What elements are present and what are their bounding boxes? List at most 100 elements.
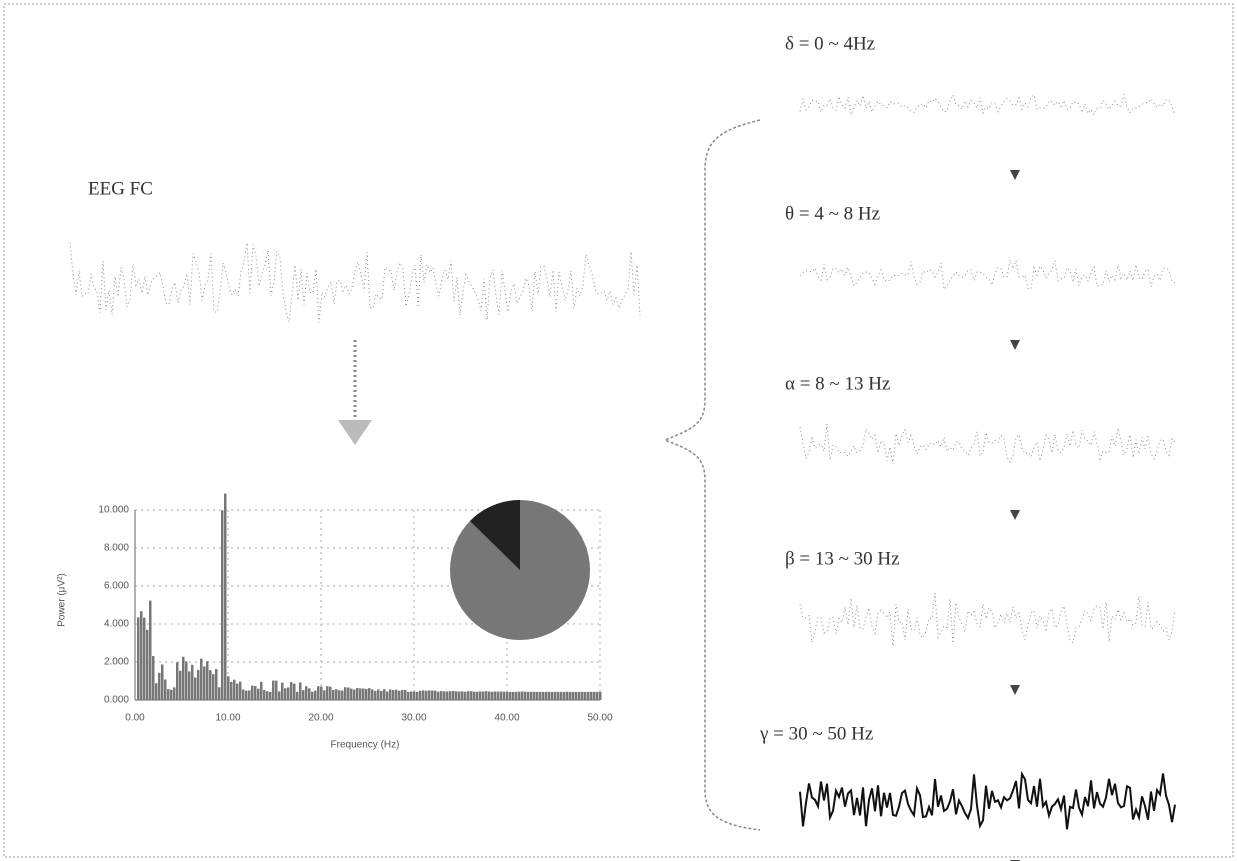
spectrum-bar	[233, 680, 236, 700]
band-label: β = 13 ~ 30 Hz	[785, 548, 900, 569]
spectrum-bar	[578, 692, 581, 700]
spectrum-bar	[533, 692, 536, 700]
spectrum-bar	[410, 691, 413, 700]
spectrum-bar	[182, 657, 185, 700]
band-label: θ = 4 ~ 8 Hz	[785, 203, 880, 224]
spectrum-bar	[413, 692, 416, 700]
spectrum-bar	[245, 691, 248, 700]
spectrum-bar	[296, 692, 299, 700]
band-wave	[800, 94, 1175, 114]
spectrum-bar	[530, 692, 533, 700]
spectrum-bar	[422, 690, 425, 700]
spectrum-bar	[569, 692, 572, 700]
x-tick-label: 50.00	[587, 713, 612, 724]
spectrum-bar	[347, 687, 350, 700]
spectrum-bar	[590, 692, 593, 700]
spectrum-bar	[323, 690, 326, 700]
band-label: γ = 30 ~ 50 Hz	[759, 723, 873, 744]
spectrum-bar	[326, 686, 329, 700]
spectrum-bar	[509, 692, 512, 700]
spectrum-bar	[536, 692, 539, 700]
spectrum-bar	[596, 692, 599, 700]
spectrum-bar	[185, 661, 188, 700]
spectrum-bar	[137, 617, 140, 700]
spectrum-bar	[443, 691, 446, 700]
spectrum-bar	[527, 692, 530, 700]
y-tick-label: 8.000	[104, 543, 129, 554]
spectrum-bar	[209, 670, 212, 700]
spectrum-bar	[434, 691, 437, 700]
spectrum-bar	[593, 692, 596, 700]
spectrum-bar	[560, 692, 563, 700]
spectrum-bar	[314, 691, 317, 700]
spectrum-bar	[278, 691, 281, 700]
spectrum-bar	[179, 671, 182, 700]
spectrum-bar	[281, 683, 284, 700]
spectrum-bar	[299, 682, 302, 700]
spectrum-bar	[242, 690, 245, 700]
spectrum-bar	[302, 690, 305, 700]
spectrum-bar	[419, 691, 422, 700]
spectrum-bar	[341, 691, 344, 700]
spectrum-bar	[575, 692, 578, 700]
spectrum-bar	[374, 691, 377, 700]
spectrum-bar	[353, 690, 356, 700]
spectrum-bar	[200, 659, 203, 700]
spectrum-bar	[548, 692, 551, 700]
signal-label: EEG FC	[88, 178, 153, 199]
x-axis-label: Frequency (Hz)	[331, 740, 400, 751]
spectrum-bar	[461, 691, 464, 700]
spectrum-bar	[542, 692, 545, 700]
spectrum-bar	[389, 689, 392, 700]
spectrum-bar	[239, 682, 242, 700]
spectrum-bar	[470, 691, 473, 700]
spectrum-bar	[287, 687, 290, 700]
down-arrow	[1010, 510, 1020, 520]
spectrum-bar	[164, 680, 167, 700]
spectrum-bar	[230, 682, 233, 700]
spectrum-bar	[476, 692, 479, 700]
spectrum-bar	[269, 692, 272, 700]
spectrum-bar	[428, 690, 431, 700]
spectrum-bar	[491, 692, 494, 700]
spectrum-bar	[203, 666, 206, 700]
spectrum-bar	[320, 686, 323, 700]
brace	[665, 120, 760, 830]
y-tick-label: 10.000	[98, 505, 129, 516]
down-arrow	[1010, 685, 1020, 695]
x-tick-label: 30.00	[401, 713, 426, 724]
spectrum-bar	[317, 686, 320, 700]
spectrum-bar	[545, 692, 548, 700]
band-wave	[800, 773, 1175, 829]
eeg-signal	[70, 242, 640, 322]
spectrum-bar	[143, 618, 146, 700]
spectrum-bar	[248, 691, 251, 700]
spectrum-bar	[191, 665, 194, 700]
spectrum-bar	[485, 691, 488, 700]
spectrum-bar	[395, 690, 398, 700]
spectrum-bar	[539, 692, 542, 700]
spectrum-bar	[356, 688, 359, 700]
spectrum-bar	[329, 687, 332, 700]
spectrum-bar	[587, 692, 590, 700]
spectrum-bar	[293, 684, 296, 700]
spectrum-bar	[584, 692, 587, 700]
y-axis-label: Power (μV²)	[57, 573, 68, 627]
spectrum-bar	[251, 686, 254, 700]
spectrum-bar	[380, 691, 383, 700]
spectrum-bar	[272, 681, 275, 700]
band-label: δ = 0 ~ 4Hz	[785, 33, 875, 54]
spectrum-bar	[257, 689, 260, 700]
spectrum-bar	[401, 690, 404, 700]
spectrum-bar	[284, 688, 287, 700]
x-tick-label: 40.00	[494, 713, 519, 724]
spectrum-bar	[359, 688, 362, 700]
spectrum-bar	[161, 664, 164, 700]
spectrum-bar	[521, 692, 524, 700]
spectrum-bar	[149, 601, 152, 700]
down-arrow	[1010, 170, 1020, 180]
spectrum-bar	[236, 684, 239, 700]
spectrum-bar	[554, 692, 557, 700]
spectrum-bar	[377, 689, 380, 700]
spectrum-bar	[146, 630, 149, 700]
